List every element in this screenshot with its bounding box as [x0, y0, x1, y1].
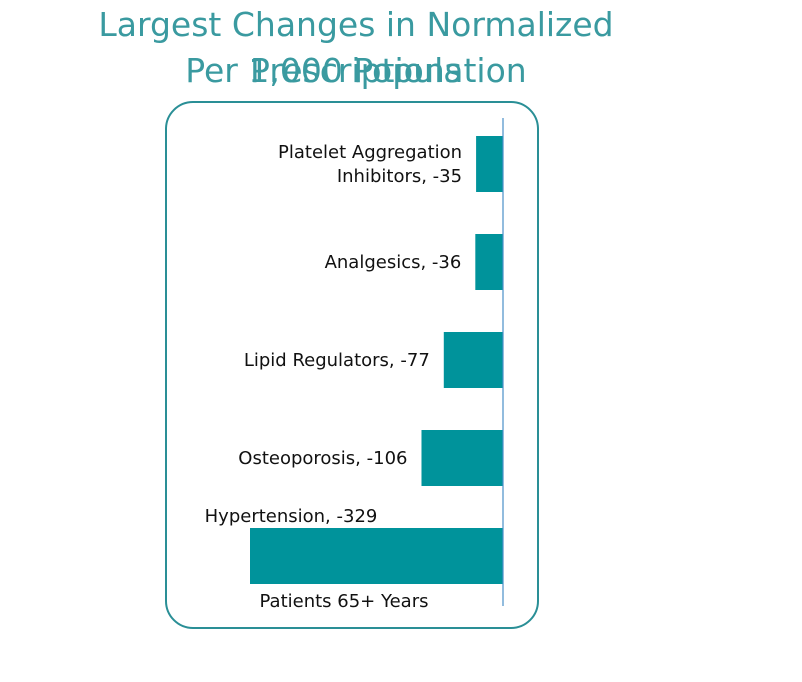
x-axis-label: Patients 65+ Years [260, 591, 429, 612]
chart-title-line-2: Per 1,000 Population [185, 51, 527, 90]
bar-lipid-regulators [443, 332, 503, 388]
chart-title-line-1: Largest Changes in Normalized Prescripti… [98, 5, 614, 90]
bar-hypertension [250, 528, 503, 584]
chart-frame [165, 101, 539, 629]
data-label: Lipid Regulators, -77 [244, 350, 430, 371]
data-label: Osteoporosis, -106 [238, 448, 407, 469]
data-label: Hypertension, -329 [205, 506, 378, 527]
data-label: Analgesics, -36 [325, 252, 462, 273]
bar-group [250, 136, 503, 584]
bar-platelet-aggregation-inhibitors [476, 136, 503, 192]
data-label: Platelet Aggregation Inhibitors, -35 [278, 142, 462, 187]
bar-osteoporosis [421, 430, 503, 486]
data-label-group: Platelet Aggregation Inhibitors, -35 Analg… [205, 142, 462, 527]
bar-analgesics [475, 234, 503, 290]
